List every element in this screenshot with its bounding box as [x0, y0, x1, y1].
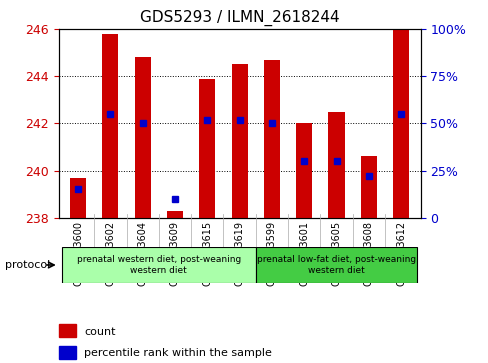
Text: count: count: [84, 327, 115, 337]
Bar: [296, 123, 312, 218]
FancyBboxPatch shape: [62, 247, 255, 283]
Bar: [134, 57, 150, 218]
Bar: [360, 156, 376, 218]
Bar: [199, 79, 215, 218]
Bar: [328, 112, 344, 218]
Bar: [392, 29, 408, 218]
Text: prenatal low-fat diet, post-weaning
western diet: prenatal low-fat diet, post-weaning west…: [257, 255, 415, 275]
Bar: [264, 60, 280, 218]
Bar: [59, 346, 75, 359]
FancyBboxPatch shape: [255, 247, 416, 283]
Bar: [70, 178, 86, 218]
Title: GDS5293 / ILMN_2618244: GDS5293 / ILMN_2618244: [140, 10, 339, 26]
Text: prenatal western diet, post-weaning
western diet: prenatal western diet, post-weaning west…: [77, 255, 241, 275]
Bar: [166, 211, 183, 218]
Bar: [102, 34, 118, 218]
Bar: [231, 65, 247, 218]
Text: percentile rank within the sample: percentile rank within the sample: [84, 348, 271, 358]
Text: protocol: protocol: [5, 260, 50, 270]
Bar: [59, 324, 75, 337]
